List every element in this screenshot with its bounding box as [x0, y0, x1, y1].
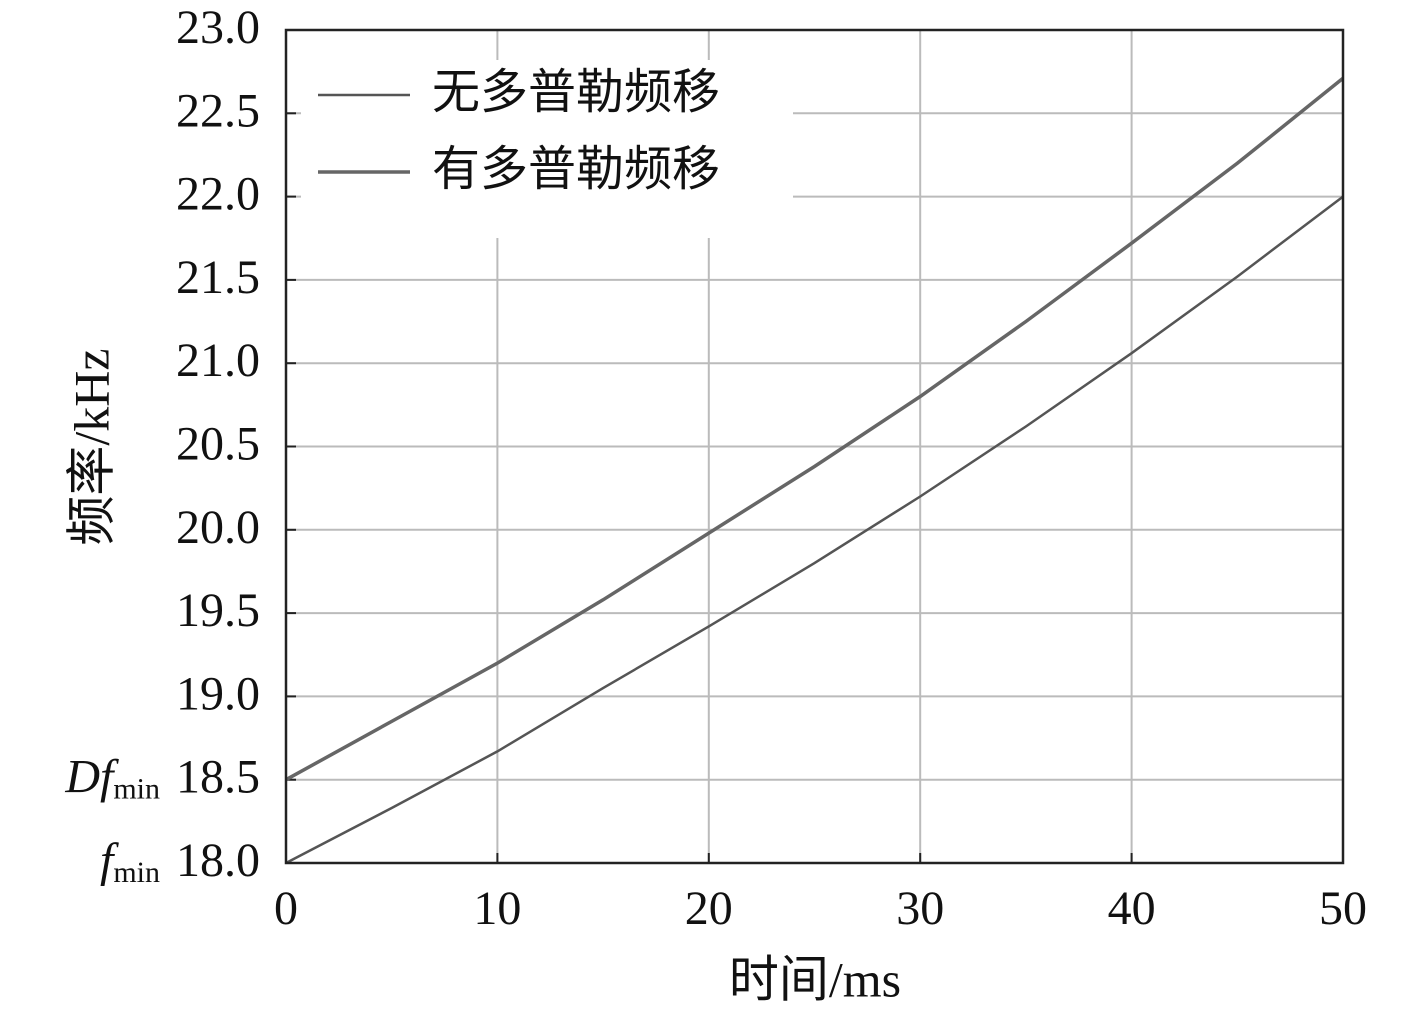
plot-frame: [284, 28, 1345, 865]
y-marker-label: Dfmin: [64, 751, 160, 806]
y-tick-label: 18.0: [176, 834, 260, 887]
x-tick-label: 20: [685, 882, 733, 935]
y-tick-label: 20.5: [176, 418, 260, 471]
marker-symbol: Df: [64, 751, 119, 804]
y-axis-label: 频率/kHz: [63, 348, 119, 545]
y-tick-label: 21.5: [176, 251, 260, 304]
y-tick-label: 23.0: [176, 1, 260, 54]
y-tick-label: 21.0: [176, 334, 260, 387]
x-tick-label: 30: [896, 882, 944, 935]
x-axis-label: 时间/ms: [729, 951, 901, 1007]
marker-subscript: min: [113, 773, 160, 806]
y-tick-label: 22.5: [176, 84, 260, 137]
marker-subscript: min: [113, 856, 160, 889]
legend-label: 无多普勒频移: [432, 64, 720, 120]
x-tick-label: 50: [1319, 882, 1367, 935]
x-tick-label: 10: [473, 882, 521, 935]
y-tick-label: 19.0: [176, 667, 260, 720]
y-marker-label: fmin: [100, 834, 160, 889]
x-tick-label: 40: [1108, 882, 1156, 935]
y-tick-label: 22.0: [176, 168, 260, 221]
series-line: [285, 195, 1344, 865]
legend-box: [301, 60, 793, 238]
y-tick-label: 19.5: [176, 584, 260, 637]
x-tick-label: 0: [274, 882, 298, 935]
legend-label: 有多普勒频移: [432, 141, 720, 197]
y-tick-label: 20.0: [176, 501, 260, 554]
series-line: [285, 76, 1345, 782]
y-tick-label: 18.5: [176, 751, 260, 804]
